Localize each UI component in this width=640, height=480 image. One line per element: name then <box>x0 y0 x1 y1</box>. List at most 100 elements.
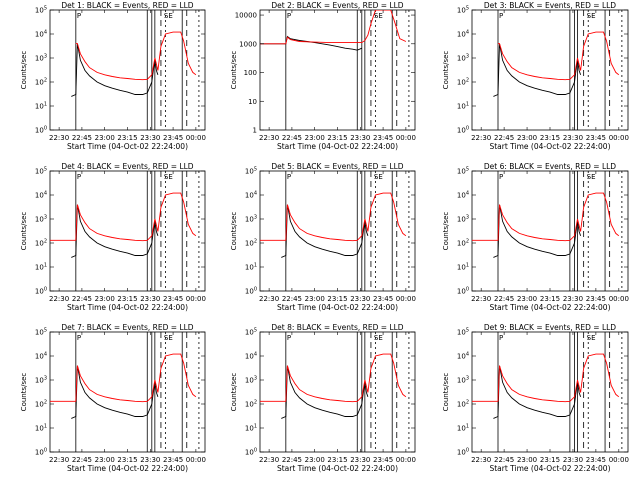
y-tick-label: 105 <box>35 167 47 176</box>
y-tick-label: 102 <box>457 239 469 248</box>
y-axis-label: Counts/sec <box>20 212 28 251</box>
x-tick-label: 23:15 <box>540 295 560 303</box>
marker-label: SE <box>587 173 596 181</box>
x-tick-label: 22:30 <box>471 295 491 303</box>
flag-label: P <box>77 334 81 342</box>
lld-series-line <box>260 10 407 45</box>
y-tick-label: 103 <box>35 376 47 385</box>
x-tick-label: 22:30 <box>49 295 69 303</box>
panel-title: Det 5: BLACK = Events, RED = LLD <box>271 162 403 171</box>
x-tick-label: 23:45 <box>586 295 606 303</box>
x-tick-label: 22:30 <box>471 456 491 464</box>
panel-title: Det 6: BLACK = Events, RED = LLD <box>484 162 616 171</box>
x-tick-label: 23:30 <box>140 295 160 303</box>
panel-title: Det 2: BLACK = Events, RED = LLD <box>271 1 403 10</box>
x-tick-label: 23:30 <box>563 134 583 142</box>
x-tick-label: 22:45 <box>494 456 514 464</box>
x-tick-label: 22:30 <box>49 456 69 464</box>
flag-label: P <box>287 173 291 181</box>
events-series-line <box>71 43 159 97</box>
y-tick-label: 103 <box>245 376 257 385</box>
events-series-line <box>71 204 159 258</box>
x-tick-label: 23:15 <box>117 295 137 303</box>
x-tick-label: 22:30 <box>259 456 279 464</box>
events-series-line <box>493 43 582 97</box>
y-tick-label: 104 <box>245 352 257 361</box>
x-tick-label: 00:00 <box>186 456 206 464</box>
x-axis-label: Start Time (04-Oct-02 22:24:00) <box>277 464 398 473</box>
x-tick-label: 23:30 <box>350 295 370 303</box>
x-axis-label: Start Time (04-Oct-02 22:24:00) <box>277 303 398 312</box>
x-tick-label: 23:45 <box>586 134 606 142</box>
x-axis-label: Start Time (04-Oct-02 22:24:00) <box>277 142 398 151</box>
plot-frame <box>49 331 206 453</box>
y-tick-label: 102 <box>35 239 47 248</box>
marker-label: SE <box>164 334 173 342</box>
y-tick-label: 103 <box>457 376 469 385</box>
x-tick-label: 23:00 <box>517 134 537 142</box>
plot-frame <box>49 9 206 131</box>
y-tick-label: 102 <box>245 239 257 248</box>
flag-label: P <box>499 12 503 20</box>
x-tick-label: 23:15 <box>327 456 347 464</box>
y-tick-label: 101 <box>35 102 47 111</box>
y-axis-label: Counts/sec <box>442 373 450 412</box>
y-tick-label: 103 <box>35 54 47 63</box>
y-axis-label: Counts/sec <box>20 51 28 90</box>
plot-frame <box>471 331 629 453</box>
y-tick-label: 100 <box>35 448 47 457</box>
x-tick-label: 22:30 <box>259 134 279 142</box>
x-tick-label: 22:45 <box>282 456 302 464</box>
y-tick-label: 100 <box>245 287 257 296</box>
y-tick-label: 10 <box>248 98 257 106</box>
x-axis-label: Start Time (04-Oct-02 22:24:00) <box>67 464 188 473</box>
y-axis-label: Counts/sec <box>230 51 238 90</box>
y-tick-label: 1 <box>253 127 257 135</box>
events-series-line <box>281 204 369 258</box>
y-tick-label: 101 <box>35 263 47 272</box>
marker-label: SE <box>587 12 596 20</box>
y-tick-label: 103 <box>457 54 469 63</box>
y-tick-label: 105 <box>457 6 469 15</box>
events-series-line <box>493 365 582 419</box>
y-tick-label: 105 <box>457 328 469 337</box>
x-axis-label: Start Time (04-Oct-02 22:24:00) <box>489 464 610 473</box>
y-tick-label: 101 <box>35 424 47 433</box>
x-tick-label: 23:45 <box>586 456 606 464</box>
y-axis-label: Counts/sec <box>230 373 238 412</box>
plot-frame <box>471 9 629 131</box>
y-tick-label: 104 <box>245 191 257 200</box>
lld-series-line <box>472 353 620 403</box>
y-tick-label: 101 <box>245 424 257 433</box>
y-tick-label: 103 <box>457 215 469 224</box>
x-tick-label: 22:45 <box>494 295 514 303</box>
x-axis-label: Start Time (04-Oct-02 22:24:00) <box>67 142 188 151</box>
x-tick-label: 22:30 <box>49 134 69 142</box>
x-tick-label: 00:00 <box>609 134 629 142</box>
plot-frame <box>471 170 629 292</box>
y-tick-label: 104 <box>457 352 469 361</box>
x-axis-label: Start Time (04-Oct-02 22:24:00) <box>489 303 610 312</box>
events-series-line <box>493 204 582 258</box>
detector-panel-6: P SE 22:30 22:45 23:00 23:15 23:30 23:45 00:00 10… <box>442 162 629 312</box>
y-tick-label: 101 <box>457 102 469 111</box>
x-tick-label: 23:00 <box>305 456 325 464</box>
x-axis-label: Start Time (04-Oct-02 22:24:00) <box>489 142 610 151</box>
x-tick-label: 23:15 <box>117 456 137 464</box>
panel-title: Det 3: BLACK = Events, RED = LLD <box>484 1 616 10</box>
y-tick-label: 104 <box>457 191 469 200</box>
lld-series-line <box>498 31 620 81</box>
y-tick-label: 101 <box>245 263 257 272</box>
y-tick-label: 105 <box>245 328 257 337</box>
x-tick-label: 23:00 <box>517 456 537 464</box>
x-tick-label: 23:45 <box>163 295 183 303</box>
y-axis-label: Counts/sec <box>230 212 238 251</box>
detector-panel-1: P SE 22:30 22:45 23:00 23:15 23:30 23:45 00:00 10… <box>20 1 206 151</box>
plot-frame <box>259 9 416 131</box>
y-tick-label: 102 <box>35 78 47 87</box>
y-tick-label: 101 <box>457 263 469 272</box>
detector-panel-5: P SE 22:30 22:45 23:00 23:15 23:30 23:45 00:00 10… <box>230 162 416 312</box>
detector-panel-3: P SE 22:30 22:45 23:00 23:15 23:30 23:45 00:00 10… <box>442 1 629 151</box>
x-tick-label: 23:45 <box>373 456 393 464</box>
